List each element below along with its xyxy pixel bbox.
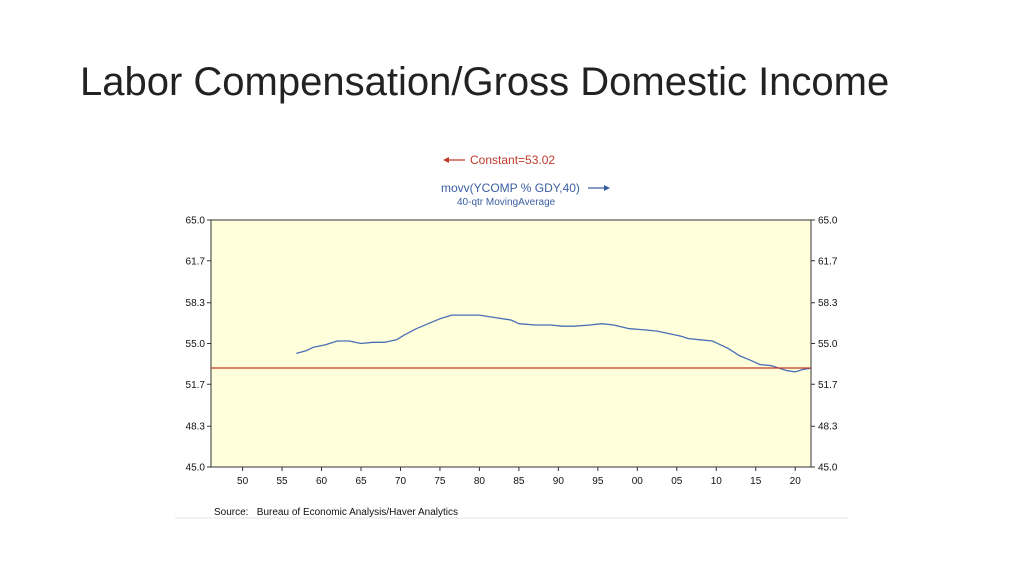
x-tick-label: 15 xyxy=(750,476,762,487)
y-tick-label-right: 65.0 xyxy=(818,216,838,227)
x-tick-label: 70 xyxy=(395,476,407,487)
y-axis-right: 65.0 61.7 58.3 55.0 51.7 48.3 45.0 xyxy=(811,216,838,474)
slide-title: Labor Compensation/Gross Domestic Income xyxy=(80,60,890,104)
y-tick-label-left: 51.7 xyxy=(186,380,206,391)
legend-constant-label: Constant=53.02 xyxy=(470,153,555,167)
plot-area xyxy=(210,219,812,468)
x-tick-label: 95 xyxy=(592,476,604,487)
legend-constant-arrowhead xyxy=(443,157,449,163)
x-tick-label: 80 xyxy=(474,476,486,487)
y-axis-left: 65.0 61.7 58.3 55.0 51.7 48.3 45.0 xyxy=(186,216,211,474)
x-tick-label: 75 xyxy=(434,476,446,487)
y-tick-label-left: 45.0 xyxy=(186,463,206,474)
x-tick-label: 00 xyxy=(632,476,644,487)
x-tick-label: 90 xyxy=(553,476,565,487)
x-tick-label: 60 xyxy=(316,476,328,487)
series-line-moving-average xyxy=(296,314,812,373)
y-tick-label-left: 55.0 xyxy=(186,339,206,350)
x-tick-label: 55 xyxy=(276,476,288,487)
series-layer xyxy=(211,314,812,373)
legend-series-sublabel: 40-qtr MovingAverage xyxy=(457,197,556,208)
y-tick-label-right: 45.0 xyxy=(818,463,838,474)
legend: Constant=53.02 movv(YCOMP % GDY,40) 40-q… xyxy=(441,153,610,208)
x-tick-label: 20 xyxy=(790,476,802,487)
y-tick-label-right: 48.3 xyxy=(818,422,838,433)
y-tick-label-left: 65.0 xyxy=(186,216,206,227)
legend-series-arrowhead xyxy=(604,185,610,191)
y-tick-label-right: 61.7 xyxy=(818,256,838,267)
y-tick-label-left: 58.3 xyxy=(186,298,206,309)
x-tick-label: 10 xyxy=(711,476,723,487)
x-tick-label: 85 xyxy=(513,476,525,487)
y-tick-label-left: 61.7 xyxy=(186,256,206,267)
x-axis: 50 55 60 65 70 75 80 85 90 95 00 05 10 15 20 xyxy=(237,467,801,487)
x-tick-label: 05 xyxy=(671,476,683,487)
y-tick-label-left: 48.3 xyxy=(186,422,206,433)
x-tick-label: 50 xyxy=(237,476,249,487)
y-tick-label-right: 58.3 xyxy=(818,298,838,309)
y-tick-label-right: 55.0 xyxy=(818,339,838,350)
x-tick-label: 65 xyxy=(355,476,367,487)
source-text: Source: Bureau of Economic Analysis/Have… xyxy=(214,507,458,518)
legend-series-label: movv(YCOMP % GDY,40) xyxy=(441,181,580,195)
y-tick-label-right: 51.7 xyxy=(818,380,838,391)
